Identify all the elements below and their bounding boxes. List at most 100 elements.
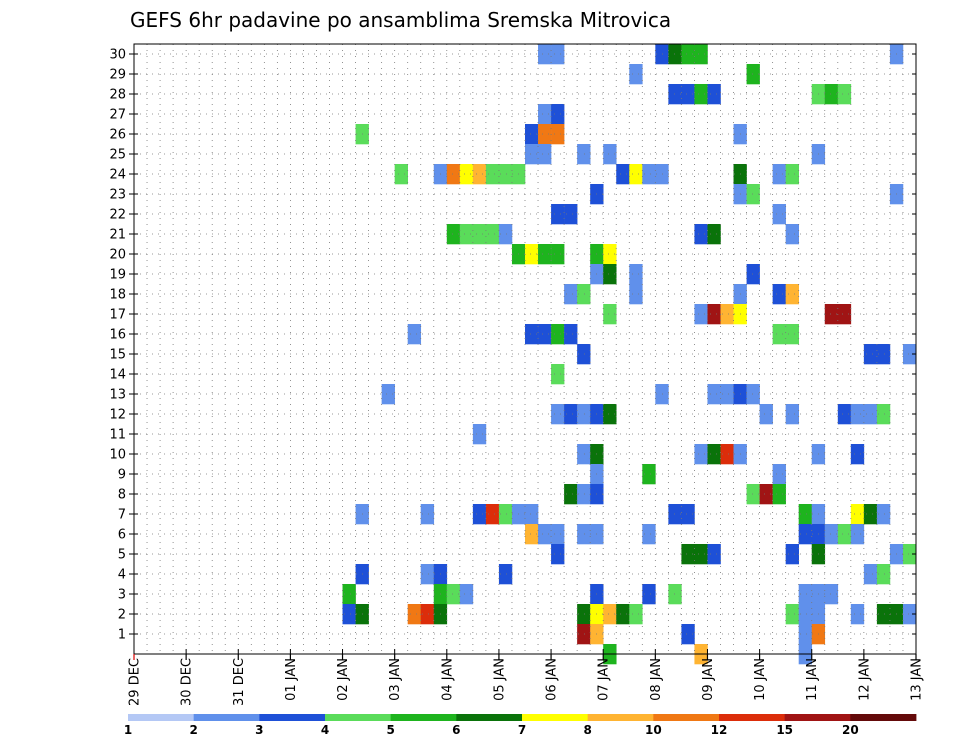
heatmap-cell xyxy=(772,484,786,505)
heatmap-cell xyxy=(616,164,630,185)
colorbar-label: 8 xyxy=(583,723,591,737)
x-axis-ticks: 29 DEC 30 DEC 31 DEC 01 JAN 02 JAN 03 JAN 04 J… xyxy=(128,649,925,706)
heatmap-cell xyxy=(681,504,695,525)
heatmap-cell xyxy=(525,324,539,345)
heatmap-cell xyxy=(564,204,578,225)
y-tick-label: 9 xyxy=(118,468,126,483)
heatmap-cell xyxy=(772,204,786,225)
heatmap-cell xyxy=(420,504,435,525)
heatmap-cell xyxy=(837,84,852,105)
y-tick-label: 27 xyxy=(109,108,126,123)
colorbar-segment xyxy=(850,714,917,721)
heatmap-cell xyxy=(772,324,786,345)
heatmap-cell xyxy=(772,464,786,485)
heatmap-cell xyxy=(525,124,539,145)
heatmap-cell xyxy=(551,124,565,145)
heatmap-cell xyxy=(707,444,721,465)
colorbar-segment xyxy=(587,714,654,721)
heatmap-cell xyxy=(420,604,435,625)
x-tick-label: 08 JAN xyxy=(649,658,664,701)
heatmap-cell xyxy=(668,84,682,105)
colorbar: 1 2 3 4 5 6 7 8 10 12 15 20 xyxy=(124,714,917,737)
heatmap-cell xyxy=(863,344,878,365)
y-tick-label: 13 xyxy=(109,388,126,403)
y-tick-label: 17 xyxy=(109,308,126,323)
x-tick-label: 11 JAN xyxy=(805,658,820,701)
y-tick-label: 20 xyxy=(109,248,126,263)
heatmap-cell xyxy=(394,164,408,185)
heatmap-cell xyxy=(525,244,539,265)
heatmap-cell xyxy=(707,384,721,405)
heatmap-cell xyxy=(863,504,878,525)
heatmap-cell xyxy=(824,584,839,605)
heatmap-cell xyxy=(759,484,773,505)
y-tick-label: 8 xyxy=(118,488,126,503)
x-tick-label: 03 JAN xyxy=(388,658,403,701)
heatmap-cell xyxy=(603,404,617,425)
heatmap-cell xyxy=(694,544,708,565)
heatmap-cell xyxy=(551,104,565,125)
colorbar-label: 1 xyxy=(124,723,132,737)
x-tick-label: 12 JAN xyxy=(857,658,872,701)
heatmap-cell xyxy=(876,604,891,625)
heatmap-cell xyxy=(525,144,539,165)
heatmap-cell xyxy=(577,604,591,625)
heatmap-cell xyxy=(824,524,839,545)
heatmap-cell xyxy=(525,524,539,545)
heatmap-cell xyxy=(668,44,682,65)
heatmap-cell xyxy=(342,584,356,605)
heatmap-cell xyxy=(603,244,617,265)
y-tick-label: 2 xyxy=(118,608,126,623)
x-tick-label: 09 JAN xyxy=(701,658,716,701)
heatmap-cell xyxy=(902,604,917,625)
heatmap-cell xyxy=(785,284,799,305)
x-tick-label: 06 JAN xyxy=(545,658,560,701)
colorbar-segment xyxy=(325,714,392,721)
heatmap-cell xyxy=(694,44,708,65)
colorbar-label: 12 xyxy=(711,723,728,737)
heatmap-cell xyxy=(577,484,591,505)
colorbar-segment xyxy=(456,714,523,721)
heatmap-cell xyxy=(551,44,565,65)
heatmap-cell xyxy=(720,384,734,405)
x-tick-label: 30 DEC xyxy=(180,658,195,706)
heatmap-cell xyxy=(902,344,917,365)
x-tick-label: 05 JAN xyxy=(492,658,507,701)
colorbar-label: 3 xyxy=(255,723,263,737)
heatmap-cell xyxy=(798,524,813,545)
colorbar-segment xyxy=(522,714,589,721)
heatmap-cell xyxy=(655,44,669,65)
y-tick-label: 16 xyxy=(109,328,126,343)
heatmap-cell xyxy=(798,604,813,625)
heatmap-cell xyxy=(538,144,552,165)
y-tick-label: 30 xyxy=(109,48,126,63)
heatmap-cell xyxy=(459,224,474,245)
heatmap-cell xyxy=(551,404,565,425)
heatmap-cell xyxy=(446,164,461,185)
heatmap-cell xyxy=(472,224,487,245)
colorbar-label: 10 xyxy=(645,723,662,737)
heatmap-cell xyxy=(564,324,578,345)
y-axis-ticks: 1234567891011121314151617181920212223242… xyxy=(109,48,916,643)
heatmap-cell xyxy=(824,84,839,105)
heatmap-cell xyxy=(824,304,839,325)
y-tick-label: 15 xyxy=(109,348,126,363)
chart-title: GEFS 6hr padavine po ansamblima Sremska … xyxy=(130,8,671,32)
heatmap-cell xyxy=(837,304,852,325)
heatmap-cell xyxy=(746,484,760,505)
heatmap-cell xyxy=(694,304,708,325)
y-tick-label: 29 xyxy=(109,68,126,83)
heatmap-cell xyxy=(798,584,813,605)
colorbar-segment xyxy=(653,714,720,721)
heatmap-cell xyxy=(538,124,552,145)
x-tick-label: 10 JAN xyxy=(753,658,768,701)
heatmap-cell xyxy=(603,304,617,325)
heatmap-cell xyxy=(485,504,500,525)
heatmap-cell xyxy=(472,164,487,185)
colorbar-label: 20 xyxy=(842,723,859,737)
heatmap-cell xyxy=(525,504,539,525)
colorbar-segment xyxy=(193,714,260,721)
plot-frame xyxy=(133,43,917,655)
heatmap-cell xyxy=(694,224,708,245)
